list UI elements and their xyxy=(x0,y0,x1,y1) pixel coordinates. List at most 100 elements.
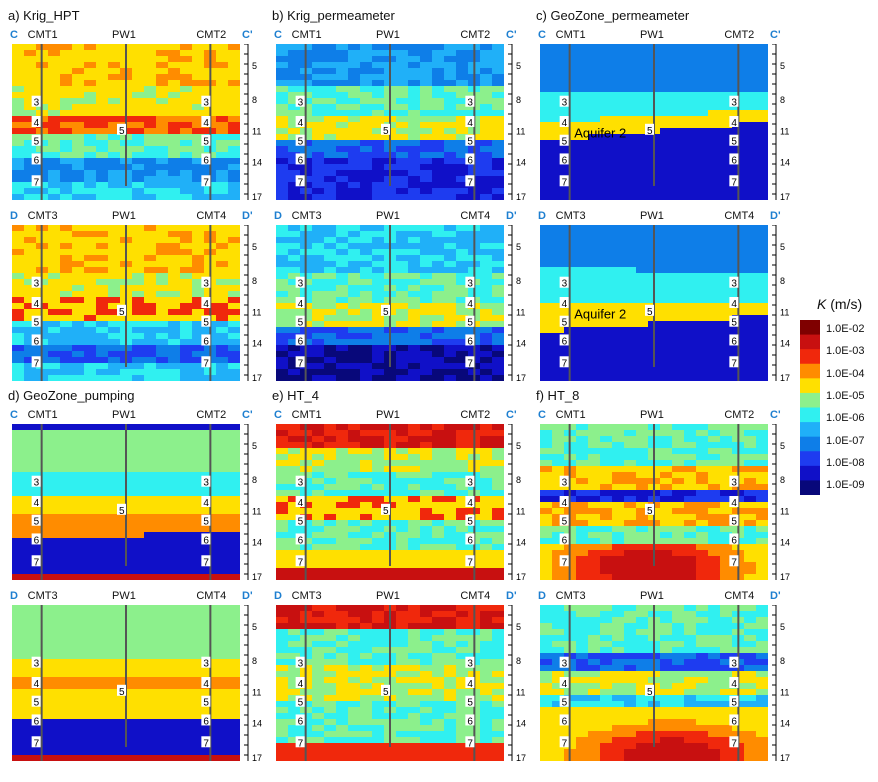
section-start-label: C xyxy=(538,29,546,41)
port-label: 7 xyxy=(298,358,304,369)
depth-tick-label: 11 xyxy=(516,126,525,136)
depth-tick-label: 14 xyxy=(252,538,262,548)
depth-tick-label: 11 xyxy=(252,687,261,697)
port-label: 4 xyxy=(203,498,209,509)
port-label: 7 xyxy=(34,177,40,188)
port-label: 6 xyxy=(467,535,473,546)
port-label: 6 xyxy=(562,155,568,166)
section-end-label: C' xyxy=(242,409,253,421)
port-label: 3 xyxy=(34,279,40,290)
port-label: 5 xyxy=(562,137,568,148)
depth-tick-label: 8 xyxy=(516,656,521,666)
port-label: 7 xyxy=(467,177,473,188)
depth-tick-label: 17 xyxy=(780,373,790,383)
k-field-cross-section: 3 4 5 6 7 3 4 5 6 7 5 xyxy=(276,44,504,200)
depth-tick-label: 14 xyxy=(516,158,526,168)
depth-tick-label: 11 xyxy=(516,687,525,697)
port-label: 4 xyxy=(467,118,473,129)
depth-tick-label: 5 xyxy=(780,61,785,71)
depth-tick-label: 11 xyxy=(780,307,789,317)
depth-tick-label: 5 xyxy=(252,242,257,252)
section-start-label: D xyxy=(10,590,18,602)
depth-axis: 5 8 11 14 17 xyxy=(772,224,798,392)
section-end-label: D' xyxy=(506,590,517,602)
port-label: 6 xyxy=(467,155,473,166)
section-end-label: C' xyxy=(242,29,253,41)
port-label: 6 xyxy=(731,336,737,347)
depth-tick-label: 8 xyxy=(252,475,257,485)
port-label: 6 xyxy=(34,535,40,546)
port-label: 3 xyxy=(298,478,304,489)
well-name-label: CMT4 xyxy=(196,590,227,602)
depth-tick-label: 17 xyxy=(516,753,526,763)
port-label: 7 xyxy=(562,738,568,749)
depth-tick-label: 14 xyxy=(780,719,790,729)
section-end-label: D' xyxy=(242,590,253,602)
k-field-cross-section: 3 4 5 6 7 3 4 5 6 7 5 xyxy=(540,605,768,761)
well-name-label: PW1 xyxy=(640,210,664,222)
port-label: 6 xyxy=(298,716,304,727)
port-label: 6 xyxy=(731,535,737,546)
well-name-label: CMT3 xyxy=(291,210,322,222)
port-label: 7 xyxy=(731,557,737,568)
depth-tick-label: 5 xyxy=(780,622,785,632)
section-end-label: C' xyxy=(770,409,781,421)
well-name-label: PW1 xyxy=(640,590,664,602)
well-name-label: PW1 xyxy=(640,29,664,41)
legend-tick-label: 1.0E-06 xyxy=(826,412,865,425)
depth-tick-label: 11 xyxy=(780,126,789,136)
port-label: 5 xyxy=(731,698,737,709)
port-label: 4 xyxy=(731,299,737,310)
section-start-label: D xyxy=(538,590,546,602)
legend-title: K (m/s) xyxy=(817,296,862,312)
section-start-label: C xyxy=(274,409,282,421)
color-scale-bar xyxy=(800,320,820,500)
port-label: 4 xyxy=(562,679,568,690)
well-name-label: CMT2 xyxy=(460,29,491,41)
k-field-cross-section: 3 4 5 6 7 3 4 5 6 7 5 xyxy=(276,225,504,381)
well-name-label: CMT4 xyxy=(724,590,755,602)
port-label: 5 xyxy=(467,698,473,709)
section-start-label: C xyxy=(274,29,282,41)
k-field-cross-section: 3 4 5 6 7 3 4 5 6 7 5 xyxy=(12,605,240,761)
section-end-label: C' xyxy=(506,409,517,421)
well-name-label: CMT1 xyxy=(27,409,58,421)
section-end-label: D' xyxy=(770,590,781,602)
depth-tick-label: 5 xyxy=(516,242,521,252)
port-label: 5 xyxy=(298,137,304,148)
depth-axis: 5 8 11 14 17 xyxy=(772,423,798,591)
well-name-label: PW1 xyxy=(112,29,136,41)
port-label: 5 xyxy=(647,126,653,137)
port-label: 5 xyxy=(119,687,125,698)
well-name-label: PW1 xyxy=(640,409,664,421)
port-label: 4 xyxy=(34,498,40,509)
port-label: 4 xyxy=(562,498,568,509)
section-start-label: C xyxy=(10,29,18,41)
depth-tick-label: 5 xyxy=(780,441,785,451)
port-label: 7 xyxy=(562,177,568,188)
port-label: 5 xyxy=(562,517,568,528)
port-label: 7 xyxy=(467,557,473,568)
depth-axis: 5 8 11 14 17 xyxy=(772,604,798,772)
well-name-label: CMT1 xyxy=(555,409,586,421)
port-label: 5 xyxy=(34,318,40,329)
well-name-label: CMT1 xyxy=(555,29,586,41)
depth-tick-label: 17 xyxy=(780,192,790,202)
depth-tick-label: 14 xyxy=(516,538,526,548)
legend-tick-label: 1.0E-09 xyxy=(826,479,865,492)
panel-title: b) Krig_permeameter xyxy=(272,8,395,23)
k-field-cross-section: 3 4 5 6 7 3 4 5 6 7 5 xyxy=(12,225,240,381)
k-field-cross-section: 3 4 5 6 7 3 4 5 6 7 5 xyxy=(276,424,504,580)
port-label: 4 xyxy=(562,118,568,129)
depth-tick-label: 14 xyxy=(252,719,262,729)
k-field-cross-section: 3 4 5 6 7 3 4 5 6 7 5 xyxy=(540,424,768,580)
port-label: 5 xyxy=(731,517,737,528)
depth-tick-label: 11 xyxy=(516,506,525,516)
port-label: 4 xyxy=(203,679,209,690)
port-label: 6 xyxy=(203,336,209,347)
port-label: 5 xyxy=(467,137,473,148)
section-start-label: D xyxy=(274,590,282,602)
port-label: 5 xyxy=(647,307,653,318)
port-label: 5 xyxy=(647,506,653,517)
port-label: 6 xyxy=(731,155,737,166)
